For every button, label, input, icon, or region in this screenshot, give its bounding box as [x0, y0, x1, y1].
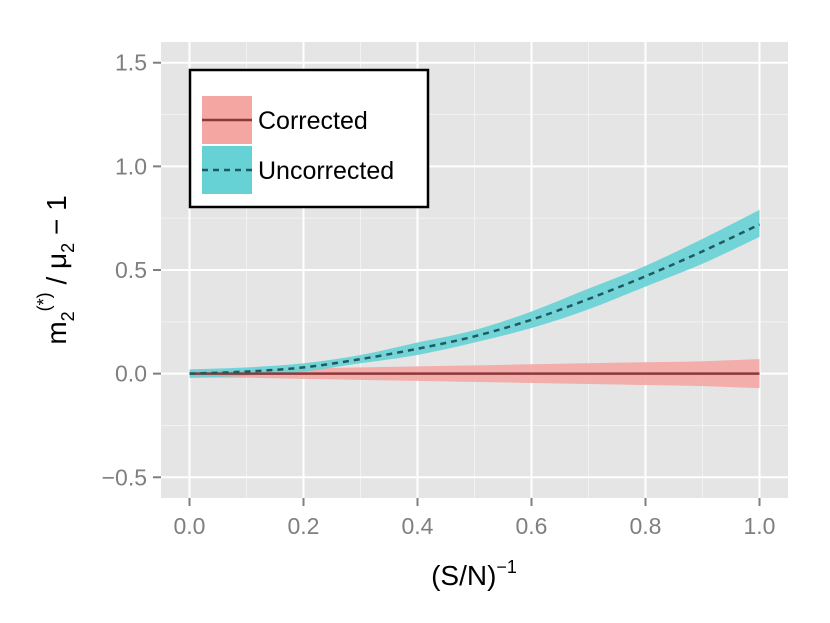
line-uncorrected [189, 223, 761, 375]
y-title-sub2: 2 [58, 243, 78, 253]
y-tick-label: 1.0 [115, 153, 147, 179]
y-axis-title: m2(*) / μ2 − 1 [34, 195, 78, 344]
legend-item-uncorrected: Uncorrected [202, 146, 394, 194]
x-tick-label: 1.0 [744, 513, 776, 539]
y-title-main: m [41, 321, 72, 344]
y-axis: −0.5 0.0 0.5 1.0 1.5 [102, 50, 161, 490]
y-title-tail: − 1 [41, 195, 72, 242]
x-axis-title: (S/N)−1 [431, 557, 517, 591]
y-tick-label: 0.0 [115, 361, 147, 387]
y-title-mid: / μ [41, 253, 72, 292]
y-tick-label: 0.5 [115, 257, 147, 283]
x-tick-label: 0.8 [630, 513, 662, 539]
legend-label-uncorrected: Uncorrected [258, 157, 394, 185]
legend-label-corrected: Corrected [258, 107, 368, 135]
y-title-sup1: (*) [34, 292, 54, 311]
y-title-sub1: 2 [58, 311, 78, 321]
y-tick-label: −0.5 [102, 464, 147, 490]
series-lines [189, 223, 761, 375]
legend: Corrected Uncorrected [188, 68, 430, 209]
x-tick-label: 0.6 [516, 513, 548, 539]
legend-item-corrected: Corrected [202, 96, 368, 144]
x-tick-label: 0.2 [288, 513, 320, 539]
y-tick-label: 1.5 [115, 50, 147, 76]
x-tick-label: 0.4 [402, 513, 434, 539]
x-axis: 0.0 0.2 0.4 0.6 0.8 1.0 [174, 498, 776, 539]
x-axis-title-text: (S/N) [431, 560, 496, 591]
x-axis-title-superscript: −1 [496, 557, 517, 577]
x-tick-label: 0.0 [174, 513, 206, 539]
